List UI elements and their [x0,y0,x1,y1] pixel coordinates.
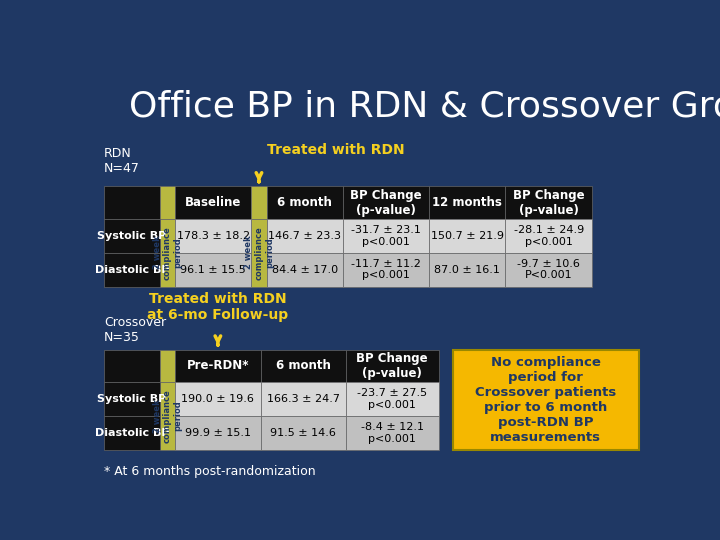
Bar [266,219,343,253]
Bar [261,382,346,416]
Text: 96.1 ± 15.5: 96.1 ± 15.5 [180,265,246,275]
Text: 12 months: 12 months [433,196,503,209]
Text: 178.3 ± 18.2: 178.3 ± 18.2 [176,231,250,241]
Text: BP Change
(p-value): BP Change (p-value) [356,352,428,380]
Text: 150.7 ± 21.9: 150.7 ± 21.9 [431,231,504,241]
Bar [343,219,429,253]
Text: Office BP in RDN & Crossover Groups: Office BP in RDN & Crossover Groups [129,90,720,124]
Text: 99.9 ± 15.1: 99.9 ± 15.1 [185,428,251,438]
Bar [266,253,343,287]
Bar [160,382,175,450]
Bar [505,219,593,253]
Text: -8.4 ± 12.1
p<0.001: -8.4 ± 12.1 p<0.001 [361,422,424,444]
Bar [175,186,251,219]
Bar [175,253,251,287]
Bar [251,186,266,219]
Text: 87.0 ± 16.1: 87.0 ± 16.1 [434,265,500,275]
Text: -23.7 ± 27.5
p<0.001: -23.7 ± 27.5 p<0.001 [357,388,427,410]
Bar [346,382,438,416]
Text: Baseline: Baseline [185,196,241,209]
Bar [104,350,160,382]
Text: -31.7 ± 23.1
p<0.001: -31.7 ± 23.1 p<0.001 [351,225,421,247]
Text: 6 month: 6 month [276,360,330,373]
Text: -9.7 ± 10.6
P<0.001: -9.7 ± 10.6 P<0.001 [518,259,580,280]
Text: No compliance
period for
Crossover patients
prior to 6 month
post-RDN BP
measure: No compliance period for Crossover patie… [475,356,616,444]
Text: 2 week
compliance
period: 2 week compliance period [244,226,274,280]
Text: 6 month: 6 month [277,196,332,209]
Text: Diastolic BP: Diastolic BP [94,265,169,275]
Bar [160,219,175,287]
Bar [505,186,593,219]
Bar [160,186,175,219]
Text: BP Change
(p-value): BP Change (p-value) [350,188,422,217]
Bar [453,350,639,450]
Bar [346,350,438,382]
Bar [429,186,505,219]
Text: RDN
N=47: RDN N=47 [104,147,140,175]
Bar [261,416,346,450]
Text: BP Change
(p-value): BP Change (p-value) [513,188,585,217]
Text: 166.3 ± 24.7: 166.3 ± 24.7 [266,394,340,404]
Bar [261,350,346,382]
Text: 2 week
compliance
period: 2 week compliance period [153,226,182,280]
Bar [160,350,175,382]
Text: -28.1 ± 24.9
p<0.001: -28.1 ± 24.9 p<0.001 [513,225,584,247]
Bar [104,416,160,450]
Bar [175,350,261,382]
Text: Systolic BP: Systolic BP [97,394,166,404]
Text: Diastolic BP: Diastolic BP [94,428,169,438]
Bar [175,219,251,253]
Bar [104,219,160,253]
Text: 146.7 ± 23.3: 146.7 ± 23.3 [268,231,341,241]
Bar [429,253,505,287]
Bar [429,219,505,253]
Text: 2 week
compliance
period: 2 week compliance period [153,389,182,443]
Bar [266,186,343,219]
Bar [346,416,438,450]
Text: * At 6 months post-randomization: * At 6 months post-randomization [104,465,315,478]
Text: Systolic BP: Systolic BP [97,231,166,241]
Text: Treated with RDN
at 6-mo Follow-up: Treated with RDN at 6-mo Follow-up [148,292,289,322]
Bar [343,186,429,219]
Text: Treated with RDN: Treated with RDN [266,143,405,157]
Bar [343,253,429,287]
Text: 91.5 ± 14.6: 91.5 ± 14.6 [270,428,336,438]
Bar [251,219,266,287]
Bar [175,382,261,416]
Bar [104,382,160,416]
Bar [104,186,160,219]
Text: Crossover
N=35: Crossover N=35 [104,316,166,345]
Bar [104,253,160,287]
Text: Pre-RDN*: Pre-RDN* [186,360,249,373]
Bar [175,416,261,450]
Text: 190.0 ± 19.6: 190.0 ± 19.6 [181,394,254,404]
Bar [505,253,593,287]
Text: -11.7 ± 11.2
p<0.001: -11.7 ± 11.2 p<0.001 [351,259,421,280]
Text: 84.4 ± 17.0: 84.4 ± 17.0 [271,265,338,275]
